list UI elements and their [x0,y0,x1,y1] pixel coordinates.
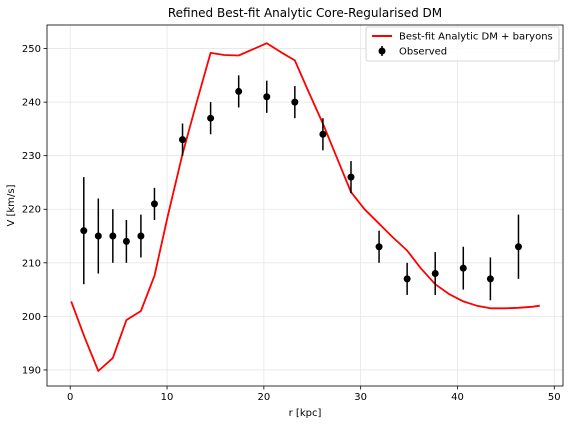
observed-point [80,227,88,235]
observed-layer [80,75,522,301]
y-axis-label: V [km/s] [6,184,17,226]
y-tick-label: 230 [22,151,41,162]
x-tick-label: 10 [161,392,174,403]
model-layer [70,42,540,372]
observed-point [109,232,117,240]
observed-point [431,270,439,278]
x-axis-ticks: 0 10 20 30 40 50 [67,386,561,403]
observed-point [122,237,130,245]
y-tick-label: 220 [22,205,41,216]
x-tick-label: 20 [257,392,270,403]
legend-box [365,26,560,62]
legend: Best-fit Analytic DM + baryons Observed [365,26,560,62]
x-tick-label: 50 [548,392,561,403]
observed-point [291,98,299,106]
y-tick-label: 200 [22,312,41,323]
chart-title: Refined Best-fit Analytic Core-Regularis… [168,6,442,20]
x-tick-label: 40 [451,392,464,403]
x-axis-label: r [kpc] [289,408,322,419]
observed-point [459,264,467,272]
observed-point [179,136,187,144]
y-tick-label: 240 [22,98,41,109]
observed-point [403,275,411,283]
x-tick-label: 30 [354,392,367,403]
observed-point [263,93,271,101]
y-tick-label: 250 [22,44,41,55]
x-tick-label: 0 [67,392,73,403]
y-axis-ticks: 190 200 210 220 230 240 250 [22,44,47,376]
observed-point [235,87,243,95]
observed-point [207,114,215,122]
observed-point [94,232,102,240]
observed-point [319,130,327,138]
observed-point [375,243,383,251]
observed-point [150,200,158,208]
legend-label-model: Best-fit Analytic DM + baryons [399,32,553,43]
legend-swatch-observed-marker [378,47,386,55]
legend-label-observed: Observed [399,47,447,58]
plot-frame [46,24,564,387]
observed-point [486,275,494,283]
y-tick-label: 190 [22,365,41,376]
observed-point [514,243,522,251]
observed-point [137,232,145,240]
model-line [70,42,540,372]
observed-point [347,173,355,181]
y-tick-label: 210 [22,258,41,269]
